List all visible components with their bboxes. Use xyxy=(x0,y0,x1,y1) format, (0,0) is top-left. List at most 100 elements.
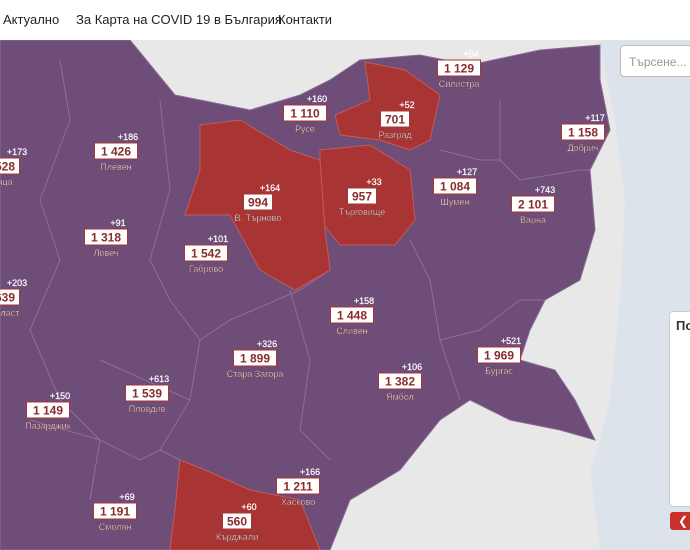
region-borders xyxy=(29,59,590,501)
new-cases: +613 xyxy=(149,374,169,384)
region-name: Ямбол xyxy=(386,392,414,402)
new-cases: +60 xyxy=(241,502,256,512)
case-box xyxy=(125,384,169,402)
case-count: 1 539 xyxy=(132,387,162,401)
new-cases: +743 xyxy=(535,185,555,195)
case-count: 994 xyxy=(248,196,268,210)
new-cases: +158 xyxy=(354,296,374,306)
case-box xyxy=(0,157,20,175)
case-box xyxy=(276,477,320,495)
case-count: 701 xyxy=(385,113,405,127)
case-count: 1 318 xyxy=(91,231,121,245)
nav-link[interactable]: Актуално xyxy=(3,12,60,27)
case-box xyxy=(243,193,273,211)
case-box xyxy=(378,372,422,390)
new-cases: +186 xyxy=(118,132,138,142)
region-name: Хасково xyxy=(281,497,315,507)
case-box xyxy=(477,346,521,364)
case-count: 639 xyxy=(0,291,15,305)
case-box xyxy=(347,187,377,205)
nav-link[interactable]: За Карта на COVID 19 в България xyxy=(76,12,282,27)
region-name: Разград xyxy=(378,130,412,140)
region-name: Пловдив xyxy=(129,404,166,414)
region-highlight xyxy=(169,459,321,550)
case-box xyxy=(222,512,252,530)
new-cases: +326 xyxy=(257,339,277,349)
case-box xyxy=(433,177,477,195)
panel-title: По xyxy=(676,318,690,333)
case-box xyxy=(93,502,137,520)
case-count: 1 110 xyxy=(290,107,320,121)
new-cases: +52 xyxy=(399,100,414,110)
region-name: Търговище xyxy=(339,207,385,217)
case-box xyxy=(94,142,138,160)
case-count: 1 448 xyxy=(337,309,367,323)
search-input[interactable]: Търсене... xyxy=(620,45,690,77)
region-name: Бургас xyxy=(485,366,513,376)
case-count: 957 xyxy=(352,190,372,204)
case-count: 1 382 xyxy=(385,375,415,389)
case-count: 1 969 xyxy=(484,349,514,363)
region-name: Кърджали xyxy=(216,532,258,542)
new-cases: +164 xyxy=(260,183,280,193)
case-count: 1 899 xyxy=(240,352,270,366)
new-cases: +173 xyxy=(7,147,27,157)
sea xyxy=(590,40,690,550)
region-name: В. Търново xyxy=(235,213,282,223)
new-cases: +101 xyxy=(208,234,228,244)
map: 1 129 +94 Силистра 1 110 +160 Русе 701 +52 Разгр… xyxy=(0,40,690,550)
region-name: Шумен xyxy=(441,197,470,207)
case-box xyxy=(437,59,481,77)
region-name: Стара Загора xyxy=(227,369,284,379)
new-cases: +521 xyxy=(501,336,521,346)
case-count: 560 xyxy=(227,515,247,529)
region-name: Ловеч xyxy=(94,248,119,258)
nav-bar: Актуално За Карта на COVID 19 в България… xyxy=(0,0,690,40)
region-name: област xyxy=(0,308,19,318)
case-count: 528 xyxy=(0,160,15,174)
case-box xyxy=(283,104,327,122)
region-name: Варна xyxy=(520,215,546,225)
new-cases: +203 xyxy=(7,278,27,288)
case-box xyxy=(511,195,555,213)
case-count: 1 149 xyxy=(33,404,63,418)
new-cases: +117 xyxy=(585,113,605,123)
new-cases: +69 xyxy=(119,492,134,502)
case-box xyxy=(26,401,70,419)
new-cases: +33 xyxy=(366,177,381,187)
case-box xyxy=(84,228,128,246)
new-cases: +106 xyxy=(402,362,422,372)
case-box xyxy=(561,123,605,141)
side-panel: По xyxy=(669,311,690,507)
case-box xyxy=(0,288,20,306)
case-count: 1 129 xyxy=(444,62,474,76)
new-cases: +91 xyxy=(110,218,125,228)
case-count: 1 211 xyxy=(283,480,313,494)
new-cases: +127 xyxy=(457,167,477,177)
case-box xyxy=(233,349,277,367)
new-cases: +160 xyxy=(307,94,327,104)
region-name: Русе xyxy=(295,124,315,134)
case-count: 1 158 xyxy=(568,126,598,140)
nav-link[interactable]: Контакти xyxy=(278,12,333,27)
region-name: Добрич xyxy=(567,143,598,153)
collapse-button[interactable]: ❮ xyxy=(670,512,690,530)
case-count: 1 426 xyxy=(101,145,131,159)
region-name: Сливен xyxy=(336,326,367,336)
new-cases: +166 xyxy=(300,467,320,477)
case-box xyxy=(380,110,410,128)
case-count: 1 084 xyxy=(440,180,470,194)
new-cases: +150 xyxy=(50,391,70,401)
case-box xyxy=(184,244,228,262)
labels: 1 129 +94 Силистра 1 110 +160 Русе 701 +52 Разгр… xyxy=(0,49,605,542)
region-name: Смолян xyxy=(99,522,132,532)
case-count: 1 542 xyxy=(191,247,221,261)
region-name: Плевен xyxy=(100,162,131,172)
region-highlight xyxy=(334,61,441,151)
region-name: Пазарджик xyxy=(25,421,71,431)
region-name: Габрово xyxy=(189,264,223,274)
region-name: Силистра xyxy=(439,79,479,89)
new-cases: +94 xyxy=(463,49,478,59)
country xyxy=(0,40,611,550)
